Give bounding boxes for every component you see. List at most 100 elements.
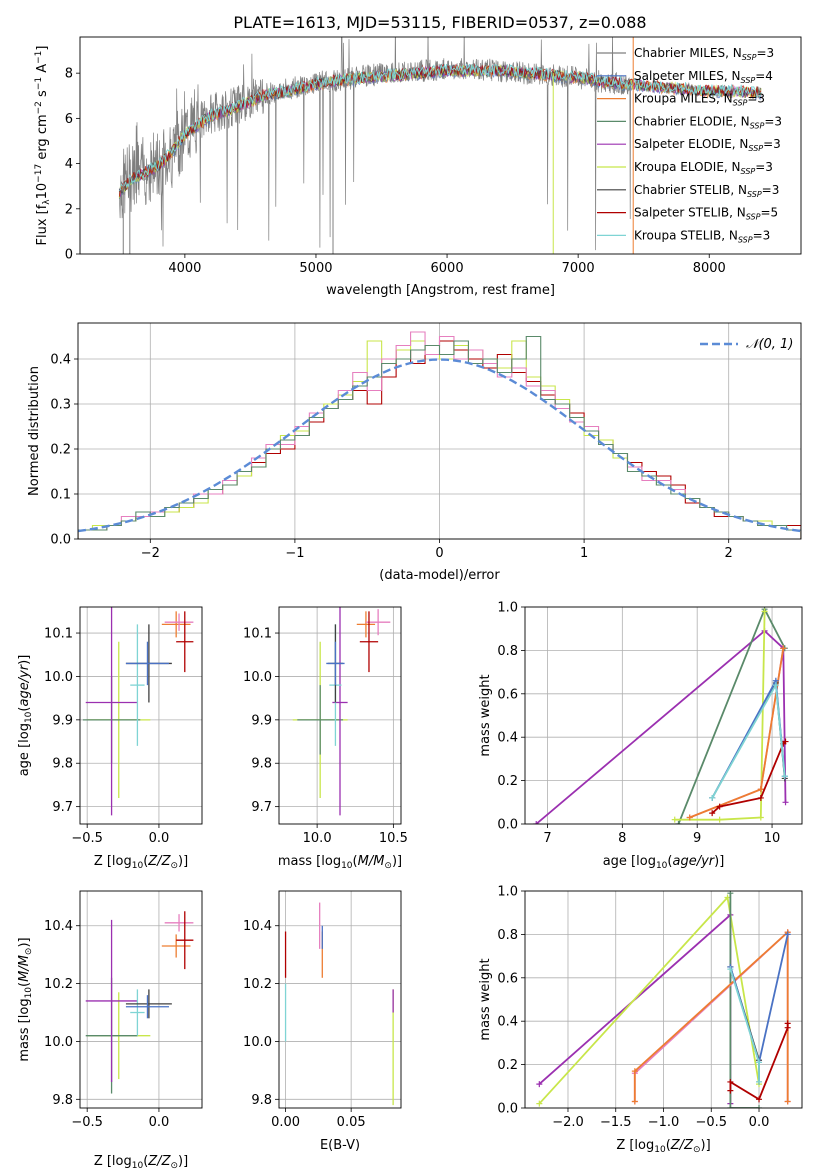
y-tick-label: 10.0	[243, 1035, 272, 1050]
age-vs-metallicity-panel: −0.5 0.0 9.7 9.8 9.9 10.0 10.1 Z [log10(Z/Z⊙)] a…	[17, 606, 203, 871]
weight-point-marker	[756, 1105, 763, 1108]
x-tick-label: −1	[285, 546, 304, 561]
x-tick-label: 9	[693, 831, 701, 846]
weight-point-marker	[709, 794, 716, 801]
legend-entry: 𝒩(0, 1)	[746, 337, 793, 352]
y-tick-label: 10.1	[243, 627, 272, 642]
x-tick-label: 10.5	[379, 831, 408, 846]
weight-series-line	[689, 648, 785, 819]
weight-point-marker	[727, 1105, 734, 1108]
axes-frame	[278, 890, 402, 1109]
y-tick-label: 0.0	[497, 818, 518, 833]
y-tick-label: 0.3	[50, 398, 71, 413]
x-axis-label: wavelength [Angstrom, rest frame]	[326, 283, 555, 298]
y-tick-label: 0.2	[497, 774, 518, 789]
x-axis-label: mass [log10(M/M⊙)]	[278, 854, 402, 871]
y-tick-label: 10.2	[243, 977, 272, 992]
y-axis-label: age [log10(age/yr)]	[17, 655, 34, 777]
y-tick-label: 0.4	[497, 731, 518, 746]
x-axis-label: age [log10(age/yr)]	[603, 854, 725, 871]
y-axis-label: mass weight	[478, 674, 493, 756]
weight-point-marker	[724, 894, 731, 901]
x-tick-label: 10.0	[303, 831, 332, 846]
weight-point-marker	[536, 1081, 543, 1088]
weight-point-marker	[757, 794, 764, 801]
weight-point-marker	[782, 799, 789, 806]
errorbars	[82, 607, 194, 816]
x-tick-label: −1.5	[600, 1115, 632, 1130]
weight-series-line	[729, 968, 760, 1082]
axes-frame	[77, 322, 802, 540]
weight-series-line	[535, 629, 787, 824]
mass-vs-ebv-panel: 0.00 0.05 9.8 10.0 10.2 10.4 E(B-V)	[243, 890, 402, 1153]
x-tick-label: 10	[764, 831, 781, 846]
y-tick-label: 9.9	[251, 713, 272, 728]
y-tick-label: 1.0	[497, 885, 518, 900]
axes-frame	[278, 606, 402, 825]
weight-point-marker	[631, 1068, 638, 1075]
histogram-step-line	[78, 335, 801, 539]
histogram-step-line	[78, 331, 801, 539]
spectrum-lines	[118, 37, 762, 254]
y-tick-label: 0.2	[497, 1058, 518, 1073]
weight-point-marker	[784, 931, 791, 938]
legend-entry: Chabrier ELODIE, NSSP=3	[634, 114, 782, 130]
weight-series-line	[633, 930, 789, 1102]
weight-point-marker	[671, 816, 678, 823]
weight-point-marker	[756, 1096, 763, 1103]
y-tick-label: 2	[65, 202, 73, 217]
weight-point-marker	[716, 803, 723, 810]
x-tick-label: 0.0	[749, 1115, 770, 1130]
massweight-vs-age-panel: 7 8 9 10 0.0 0.2 0.4 0.6 0.8 1.0 age [log10(age/yr…	[478, 601, 803, 871]
errorbars	[292, 607, 391, 816]
y-tick-label: 0.0	[497, 1102, 518, 1117]
histograms	[78, 331, 801, 539]
axes-frame	[79, 606, 203, 825]
mass-vs-metallicity-panel: −0.5 0.0 9.8 10.0 10.2 10.4 Z [log10(Z/Z⊙)] mas…	[17, 890, 203, 1170]
y-tick-label: 10.1	[44, 627, 73, 642]
y-tick-label: 9.7	[52, 800, 73, 815]
figure-title: PLATE=1613, MJD=53115, FIBERID=0537, z=0…	[233, 13, 646, 32]
x-axis-label: Z [log10(Z/Z⊙)]	[94, 1154, 188, 1170]
legend-entry: Kroupa STELIB, NSSP=3	[634, 228, 770, 244]
x-tick-label: 5000	[299, 261, 332, 276]
x-tick-label: −1.0	[648, 1115, 680, 1130]
y-tick-label: 10.0	[243, 670, 272, 685]
x-axis-label: Z [log10(Z/Z⊙)]	[94, 854, 188, 871]
weight-series-line	[538, 895, 760, 1105]
legend-entry: Kroupa ELODIE, NSSP=3	[634, 160, 773, 176]
y-tick-label: 9.8	[251, 1093, 272, 1108]
weight-series-line	[677, 607, 786, 824]
axes-frame	[79, 36, 802, 255]
x-tick-label: −2	[141, 546, 160, 561]
x-axis-label: Z [log10(Z/Z⊙)]	[616, 1138, 710, 1155]
x-tick-label: 0.00	[271, 1115, 300, 1130]
y-tick-label: 8	[65, 67, 73, 82]
weight-point-marker	[757, 786, 764, 793]
weight-lines	[536, 891, 791, 1108]
y-tick-label: 0	[65, 248, 73, 263]
weight-point-marker	[772, 682, 779, 689]
weight-point-marker	[709, 810, 716, 817]
y-axis-label: mass weight	[478, 958, 493, 1040]
x-tick-label: 8	[618, 831, 626, 846]
weight-point-marker	[756, 1059, 763, 1066]
y-tick-label: 10.0	[44, 670, 73, 685]
model-legend: Chabrier MILES, NSSP=3 Salpeter MILES, NS…	[597, 46, 782, 244]
x-tick-label: 7	[543, 831, 551, 846]
weight-point-marker	[784, 1098, 791, 1105]
weight-point-marker	[716, 816, 723, 823]
y-tick-label: 0.2	[50, 443, 71, 458]
axes-frame	[79, 890, 203, 1109]
x-tick-label: −0.5	[71, 1115, 103, 1130]
y-tick-label: 4	[65, 157, 73, 172]
x-tick-label: 0	[435, 546, 443, 561]
x-tick-label: 0.05	[337, 1115, 366, 1130]
weight-point-marker	[782, 738, 789, 745]
x-tick-label: −0.5	[71, 831, 103, 846]
weight-point-marker	[784, 1020, 791, 1027]
x-tick-label: 1	[580, 546, 588, 561]
y-tick-label: 10.0	[44, 1035, 73, 1050]
spectrum-panel: 4000 5000 6000 7000 8000 0 2 4 6 8 wavelength [Ang…	[34, 36, 802, 298]
